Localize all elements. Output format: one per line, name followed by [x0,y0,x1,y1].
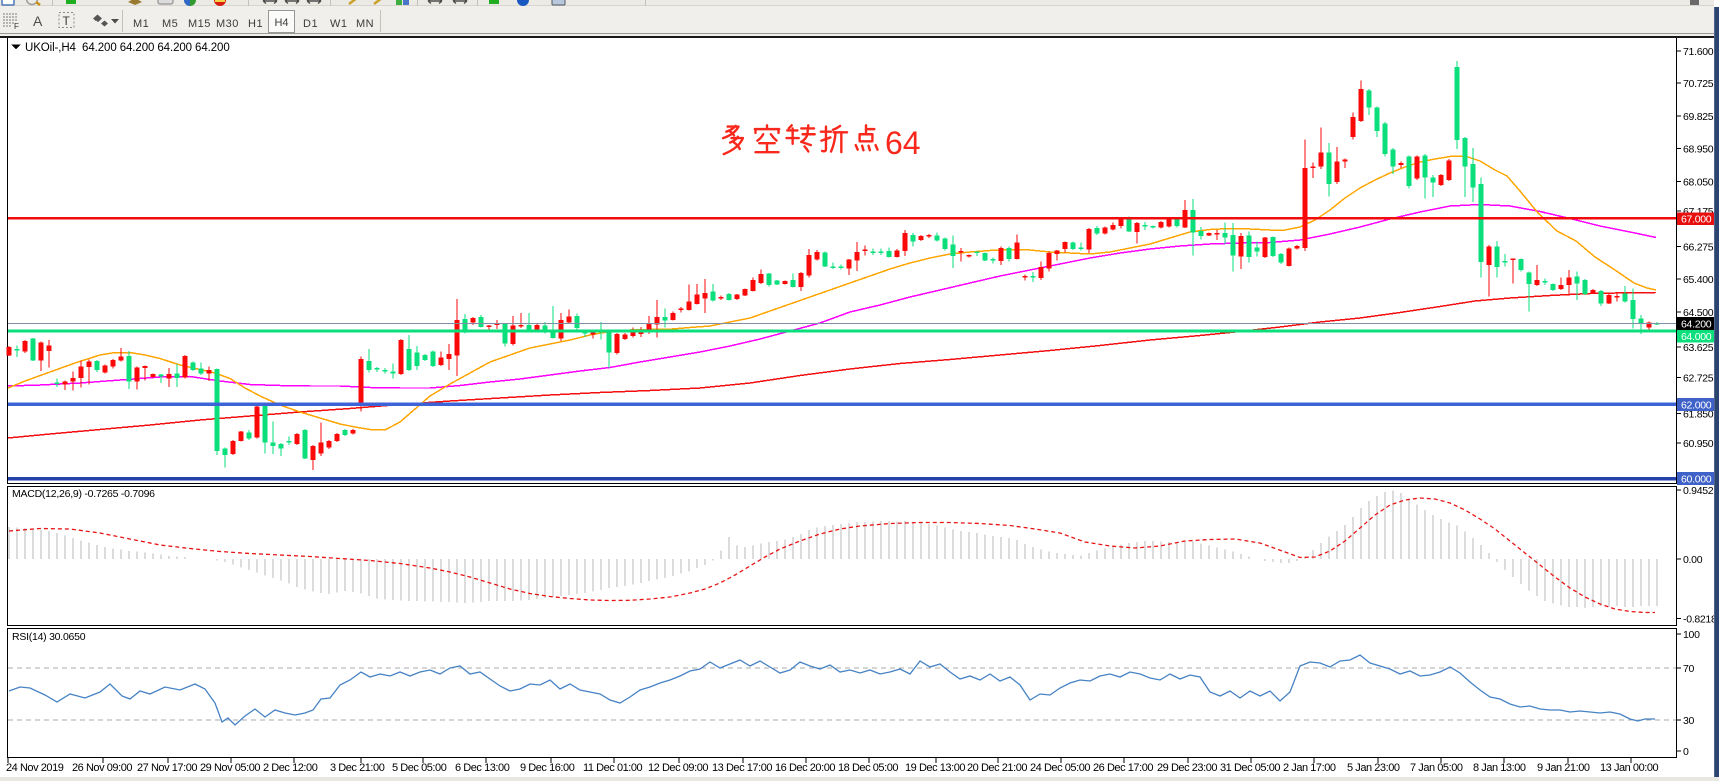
svg-text:66.275: 66.275 [1683,242,1714,254]
svg-text:26 Nov 09:00: 26 Nov 09:00 [72,762,132,774]
svg-text:67.000: 67.000 [1681,214,1712,226]
svg-text:29 Dec 23:00: 29 Dec 23:00 [1157,762,1217,774]
svg-text:64.000: 64.000 [1681,331,1712,343]
svg-text:16 Dec 20:00: 16 Dec 20:00 [775,762,835,774]
svg-text:5 Jan 23:00: 5 Jan 23:00 [1347,762,1400,774]
svg-text:30: 30 [1683,715,1695,727]
svg-text:3 Dec 21:00: 3 Dec 21:00 [330,762,385,774]
svg-text:60.000: 60.000 [1681,474,1712,486]
svg-text:31 Dec 05:00: 31 Dec 05:00 [1220,762,1280,774]
svg-text:18 Dec 05:00: 18 Dec 05:00 [838,762,898,774]
svg-text:68.950: 68.950 [1683,144,1714,156]
svg-text:29 Nov 05:00: 29 Nov 05:00 [200,762,260,774]
svg-text:0: 0 [1683,746,1689,758]
svg-text:-0.8218: -0.8218 [1683,614,1717,626]
svg-text:MACD(12,26,9) -0.7265 -0.7096: MACD(12,26,9) -0.7265 -0.7096 [12,488,155,500]
svg-text:A: A [33,13,43,29]
svg-text:64: 64 [885,125,921,161]
svg-text:RSI(14) 30.0650: RSI(14) 30.0650 [12,631,86,643]
svg-text:T: T [63,14,71,28]
svg-text:9 Jan 21:00: 9 Jan 21:00 [1537,762,1590,774]
svg-text:5 Dec 05:00: 5 Dec 05:00 [392,762,447,774]
svg-text:64.500: 64.500 [1683,307,1714,319]
svg-text:13 Dec 17:00: 13 Dec 17:00 [712,762,772,774]
svg-text:20 Dec 21:00: 20 Dec 21:00 [967,762,1027,774]
svg-text:12 Dec 09:00: 12 Dec 09:00 [648,762,708,774]
svg-text:13 Jan 00:00: 13 Jan 00:00 [1600,762,1659,774]
svg-text:9 Dec 16:00: 9 Dec 16:00 [520,762,575,774]
svg-text:70.725: 70.725 [1683,78,1714,90]
svg-text:8 Jan 13:00: 8 Jan 13:00 [1473,762,1526,774]
svg-text:2 Dec 12:00: 2 Dec 12:00 [263,762,318,774]
svg-text:11 Dec 01:00: 11 Dec 01:00 [583,762,643,774]
svg-text:F: F [14,22,19,30]
svg-text:27 Nov 17:00: 27 Nov 17:00 [137,762,197,774]
svg-text:70: 70 [1683,663,1695,675]
svg-text:63.625: 63.625 [1683,342,1714,354]
svg-text:6 Dec 13:00: 6 Dec 13:00 [455,762,510,774]
svg-text:65.400: 65.400 [1683,274,1714,286]
svg-text:69.825: 69.825 [1683,111,1714,123]
svg-text:7 Jan 05:00: 7 Jan 05:00 [1410,762,1463,774]
svg-text:24 Dec 05:00: 24 Dec 05:00 [1030,762,1090,774]
svg-text:64.200: 64.200 [1681,319,1712,331]
svg-text:100: 100 [1683,629,1700,641]
svg-text:24 Nov 2019: 24 Nov 2019 [6,762,64,774]
svg-text:60.950: 60.950 [1683,438,1714,450]
svg-text:UKOil-,H4 64.200 64.200 64.20: UKOil-,H4 64.200 64.200 64.200 64.200 [25,42,230,54]
svg-text:62.725: 62.725 [1683,373,1714,385]
svg-text:0.00: 0.00 [1683,554,1703,566]
svg-text:0.9452: 0.9452 [1683,485,1714,497]
svg-text:62.000: 62.000 [1681,400,1712,412]
svg-text:19 Dec 13:00: 19 Dec 13:00 [905,762,965,774]
svg-text:68.050: 68.050 [1683,177,1714,189]
svg-text:26 Dec 17:00: 26 Dec 17:00 [1093,762,1153,774]
svg-text:71.600: 71.600 [1683,46,1714,58]
svg-text:61.850: 61.850 [1683,409,1714,421]
svg-text:2 Jan 17:00: 2 Jan 17:00 [1283,762,1336,774]
